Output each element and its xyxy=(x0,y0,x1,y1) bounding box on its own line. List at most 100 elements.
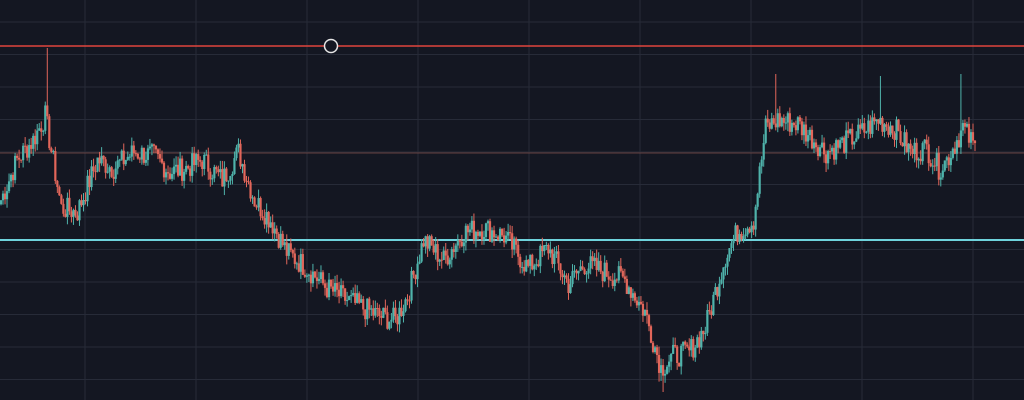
candle-body xyxy=(762,142,765,160)
candle-body xyxy=(839,140,842,148)
candle xyxy=(299,248,302,280)
candle-body xyxy=(3,193,7,200)
candle-body xyxy=(189,168,192,176)
candle-body xyxy=(581,266,584,270)
candle-body xyxy=(251,197,254,199)
candle xyxy=(464,223,467,251)
candle xyxy=(639,296,643,305)
candle-body xyxy=(358,293,361,303)
candle-body xyxy=(635,300,639,306)
candle-body xyxy=(525,259,528,272)
candle xyxy=(58,185,61,196)
candle xyxy=(776,108,779,133)
candle xyxy=(410,266,413,304)
candle-body xyxy=(430,236,433,246)
candle-body xyxy=(792,122,795,126)
candle xyxy=(891,125,894,139)
candle xyxy=(154,145,158,154)
candle-body xyxy=(289,243,292,250)
candle xyxy=(943,160,946,172)
candle xyxy=(720,272,723,285)
candle xyxy=(225,167,228,183)
candle xyxy=(42,129,45,136)
resistance-line-handle[interactable] xyxy=(323,38,339,54)
candle-body xyxy=(78,200,81,221)
candle-body xyxy=(927,144,930,164)
candle-body xyxy=(591,256,594,262)
candle xyxy=(277,232,280,249)
candle-body xyxy=(197,154,200,160)
candle xyxy=(122,143,125,171)
candle xyxy=(857,118,860,140)
candle-body xyxy=(344,288,347,301)
candle xyxy=(641,300,645,322)
candle-body xyxy=(193,153,196,166)
candle xyxy=(396,313,399,332)
candle-body xyxy=(281,233,284,246)
candle-body xyxy=(863,123,866,133)
candle-body xyxy=(241,164,244,167)
candle xyxy=(965,121,969,128)
candle xyxy=(927,136,930,171)
candle-body xyxy=(273,228,276,234)
candle xyxy=(303,269,306,278)
candle xyxy=(486,219,490,231)
candle-body xyxy=(953,148,956,154)
candle xyxy=(603,255,606,283)
candle xyxy=(905,129,908,153)
candle-body xyxy=(752,225,755,230)
candle xyxy=(847,121,850,139)
candle xyxy=(794,120,797,136)
candle-body xyxy=(174,164,178,167)
candle-body xyxy=(440,259,443,261)
line-handles[interactable] xyxy=(323,38,339,54)
candle-body xyxy=(233,158,236,174)
candle xyxy=(84,192,87,205)
candle xyxy=(44,101,47,135)
candle xyxy=(297,255,300,273)
candle xyxy=(223,161,226,196)
candle xyxy=(951,147,954,160)
candle-body xyxy=(94,171,97,173)
candle-body xyxy=(339,285,343,297)
candle xyxy=(692,336,695,361)
candle xyxy=(883,122,886,138)
candle xyxy=(20,159,23,163)
candle xyxy=(782,114,785,131)
candle xyxy=(617,261,620,284)
candle-body xyxy=(420,243,423,262)
candle xyxy=(565,273,568,283)
candle xyxy=(378,304,381,325)
candle-body xyxy=(829,151,832,153)
candle xyxy=(7,173,11,194)
candle xyxy=(199,156,202,167)
candle-body xyxy=(116,160,119,169)
candle xyxy=(845,122,848,160)
candle-body xyxy=(577,270,580,274)
candle xyxy=(229,175,232,185)
candle xyxy=(32,133,35,156)
candle xyxy=(533,263,536,277)
candle xyxy=(346,291,349,307)
candle xyxy=(50,146,53,154)
candle xyxy=(543,245,546,256)
candle-body xyxy=(883,124,886,132)
candle xyxy=(366,298,369,326)
candle-body xyxy=(452,249,455,252)
candle-body xyxy=(104,159,107,173)
candle xyxy=(348,295,351,301)
candle-body xyxy=(565,275,568,279)
candle xyxy=(331,278,335,296)
candle-body xyxy=(857,124,860,139)
candle xyxy=(62,198,65,217)
candle xyxy=(78,199,81,226)
candle xyxy=(945,155,948,169)
candle-body xyxy=(124,159,127,165)
candle-body xyxy=(647,315,651,327)
candle xyxy=(659,358,663,381)
candle xyxy=(424,235,427,254)
candle xyxy=(957,133,961,148)
candle-body xyxy=(237,143,240,148)
